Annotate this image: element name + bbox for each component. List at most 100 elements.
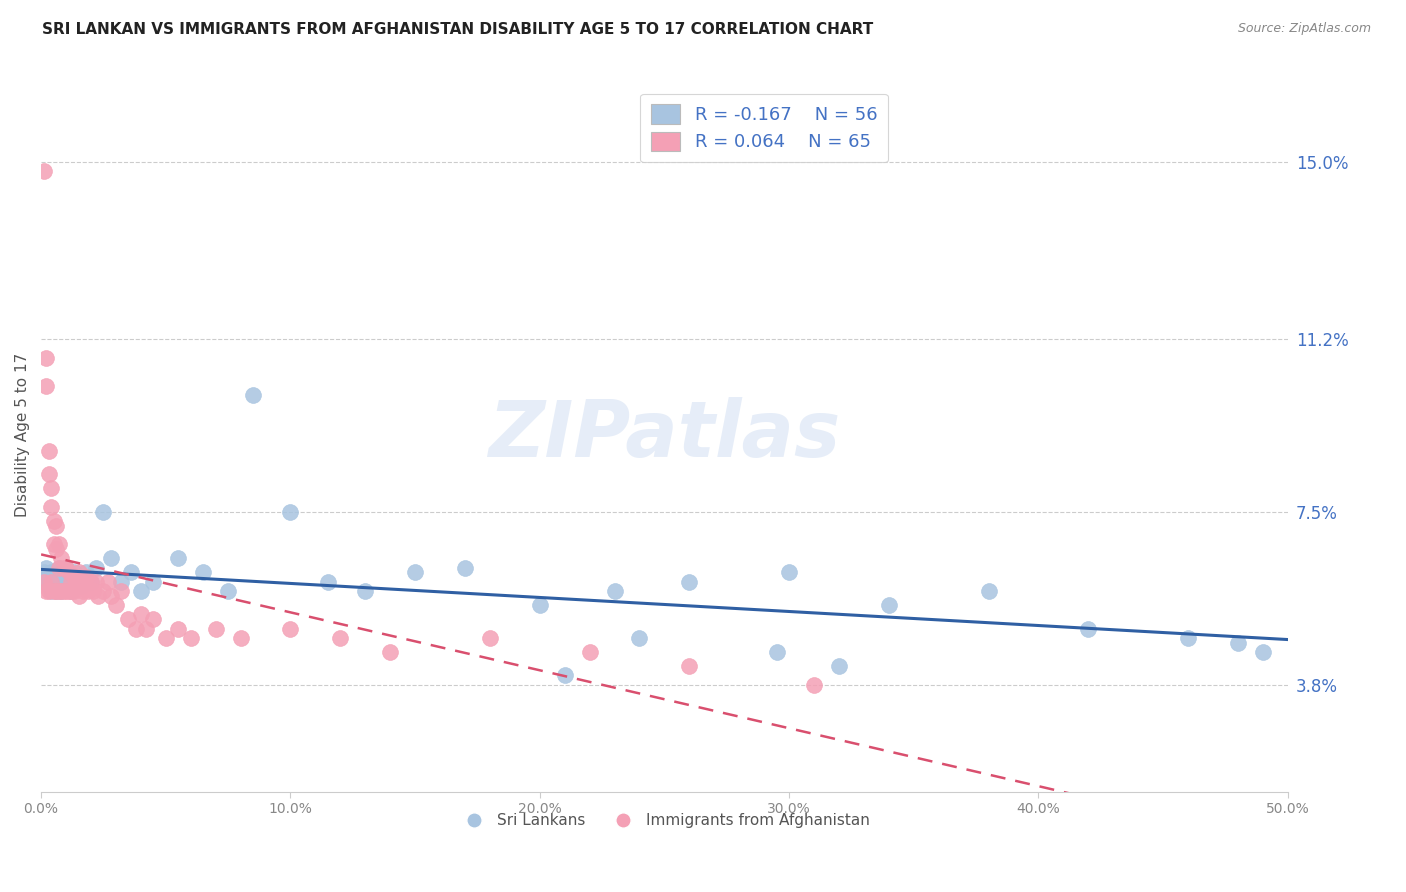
Point xyxy=(38,584,60,599)
Point xyxy=(877,598,900,612)
Point xyxy=(167,622,190,636)
Point xyxy=(765,645,787,659)
Point xyxy=(1177,631,1199,645)
Legend: Sri Lankans, Immigrants from Afghanistan: Sri Lankans, Immigrants from Afghanistan xyxy=(453,807,876,834)
Point xyxy=(55,561,77,575)
Point xyxy=(45,579,67,593)
Point xyxy=(45,584,67,599)
Point xyxy=(354,584,377,599)
Point xyxy=(778,566,800,580)
Point xyxy=(42,570,65,584)
Point xyxy=(93,584,115,599)
Point xyxy=(129,584,152,599)
Point xyxy=(217,584,239,599)
Point xyxy=(84,574,107,589)
Point xyxy=(125,622,148,636)
Point xyxy=(97,574,120,589)
Point xyxy=(35,351,58,365)
Point xyxy=(32,164,55,178)
Point xyxy=(80,574,103,589)
Point xyxy=(678,574,700,589)
Point xyxy=(49,584,72,599)
Point xyxy=(1226,635,1249,649)
Point xyxy=(180,631,202,645)
Point xyxy=(628,631,651,645)
Point xyxy=(35,584,58,599)
Point xyxy=(60,584,83,599)
Point xyxy=(82,584,104,599)
Point xyxy=(55,579,77,593)
Point xyxy=(100,589,122,603)
Point xyxy=(93,505,115,519)
Point xyxy=(110,574,132,589)
Point xyxy=(100,551,122,566)
Point xyxy=(478,631,501,645)
Point xyxy=(70,579,93,593)
Point xyxy=(58,566,80,580)
Point xyxy=(229,631,252,645)
Point xyxy=(49,584,72,599)
Point xyxy=(35,574,58,589)
Point xyxy=(38,467,60,482)
Point xyxy=(129,607,152,622)
Point xyxy=(554,668,576,682)
Point xyxy=(39,566,62,580)
Point xyxy=(32,574,55,589)
Point xyxy=(45,518,67,533)
Point xyxy=(142,574,165,589)
Point xyxy=(67,589,90,603)
Point xyxy=(678,658,700,673)
Point xyxy=(52,574,75,589)
Point xyxy=(35,561,58,575)
Point xyxy=(1251,645,1274,659)
Point xyxy=(204,622,226,636)
Text: SRI LANKAN VS IMMIGRANTS FROM AFGHANISTAN DISABILITY AGE 5 TO 17 CORRELATION CHA: SRI LANKAN VS IMMIGRANTS FROM AFGHANISTA… xyxy=(42,22,873,37)
Point xyxy=(280,622,302,636)
Point xyxy=(329,631,352,645)
Point xyxy=(142,612,165,626)
Point xyxy=(49,570,72,584)
Point xyxy=(60,584,83,599)
Point xyxy=(120,566,142,580)
Point xyxy=(167,551,190,566)
Point xyxy=(45,584,67,599)
Point xyxy=(603,584,626,599)
Point xyxy=(75,566,97,580)
Point xyxy=(55,561,77,575)
Point xyxy=(62,584,84,599)
Point xyxy=(77,584,100,599)
Point xyxy=(32,566,55,580)
Point xyxy=(280,505,302,519)
Point xyxy=(58,584,80,599)
Point xyxy=(242,388,264,402)
Point xyxy=(52,561,75,575)
Point xyxy=(62,566,84,580)
Point xyxy=(87,589,110,603)
Point xyxy=(80,574,103,589)
Y-axis label: Disability Age 5 to 17: Disability Age 5 to 17 xyxy=(15,352,30,516)
Point xyxy=(155,631,177,645)
Point xyxy=(39,574,62,589)
Point xyxy=(67,566,90,580)
Point xyxy=(380,645,402,659)
Point xyxy=(72,584,94,599)
Point xyxy=(42,574,65,589)
Point xyxy=(42,537,65,551)
Point xyxy=(45,542,67,557)
Text: ZIPatlas: ZIPatlas xyxy=(488,397,841,473)
Point xyxy=(117,612,139,626)
Point xyxy=(110,584,132,599)
Point xyxy=(84,561,107,575)
Text: Source: ZipAtlas.com: Source: ZipAtlas.com xyxy=(1237,22,1371,36)
Point xyxy=(49,551,72,566)
Point xyxy=(62,570,84,584)
Point xyxy=(48,561,70,575)
Point xyxy=(404,566,426,580)
Point xyxy=(529,598,551,612)
Point xyxy=(828,658,851,673)
Point xyxy=(48,537,70,551)
Point xyxy=(48,584,70,599)
Point xyxy=(193,566,215,580)
Point xyxy=(55,584,77,599)
Point xyxy=(65,574,87,589)
